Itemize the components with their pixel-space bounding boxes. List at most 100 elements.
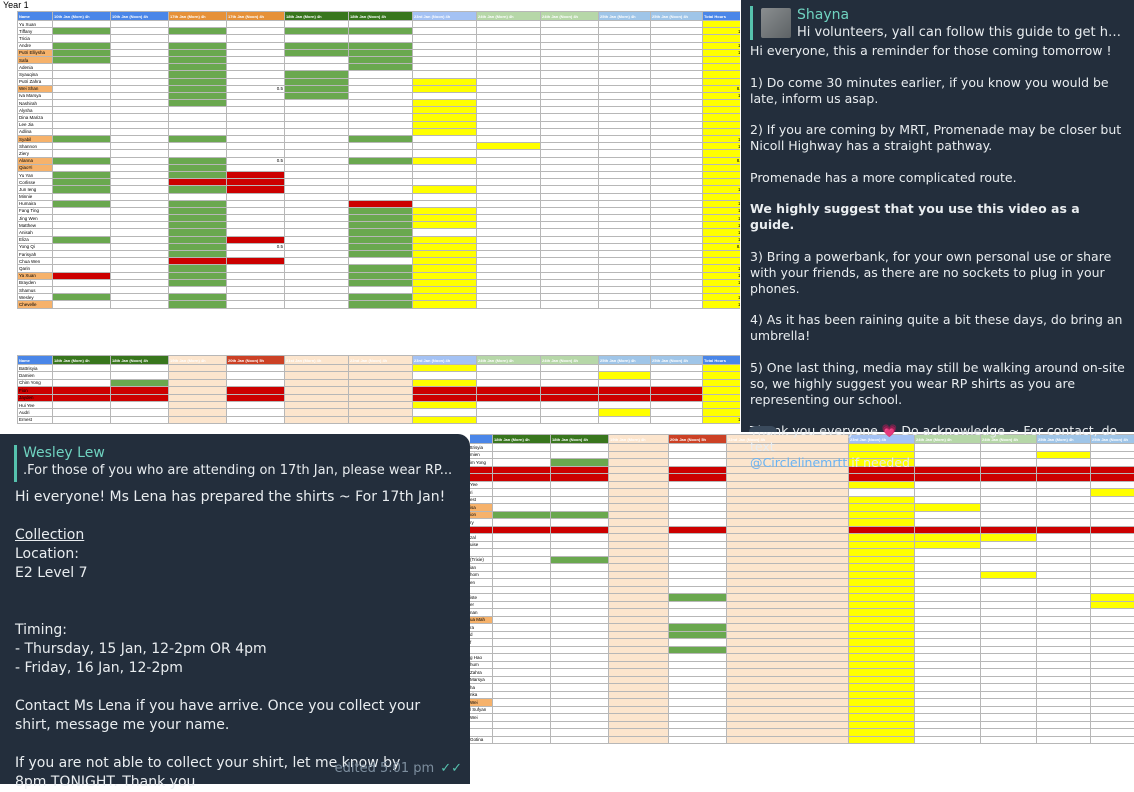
name-cell[interactable]: est bbox=[470, 496, 493, 504]
schedule-cell[interactable] bbox=[609, 451, 669, 459]
schedule-cell[interactable] bbox=[111, 365, 169, 372]
schedule-cell[interactable] bbox=[477, 379, 541, 386]
schedule-cell[interactable] bbox=[1037, 541, 1091, 549]
schedule-cell[interactable] bbox=[169, 409, 227, 416]
schedule-cell[interactable] bbox=[493, 556, 551, 564]
schedule-cell[interactable] bbox=[727, 601, 849, 609]
name-cell[interactable]: ua Mah bbox=[470, 616, 493, 624]
schedule-cell[interactable] bbox=[727, 534, 849, 542]
schedule-cell[interactable] bbox=[727, 571, 849, 579]
column-header[interactable]: 25th Jan (Morn) 4h bbox=[599, 12, 651, 21]
schedule-cell[interactable] bbox=[981, 594, 1037, 602]
schedule-cell[interactable] bbox=[349, 171, 413, 178]
schedule-cell[interactable] bbox=[477, 279, 541, 286]
schedule-cell[interactable] bbox=[227, 416, 285, 423]
schedule-cell[interactable] bbox=[169, 92, 227, 99]
schedule-cell[interactable] bbox=[1037, 646, 1091, 654]
name-cell[interactable]: Putri Zahra bbox=[18, 78, 53, 85]
schedule-cell[interactable] bbox=[651, 157, 703, 164]
schedule-cell[interactable] bbox=[111, 171, 169, 178]
schedule-cell[interactable] bbox=[285, 236, 349, 243]
schedule-cell[interactable] bbox=[981, 699, 1037, 707]
schedule-cell[interactable] bbox=[849, 519, 915, 527]
schedule-cell[interactable] bbox=[1091, 661, 1134, 669]
schedule-cell[interactable] bbox=[609, 556, 669, 564]
schedule-cell[interactable] bbox=[169, 265, 227, 272]
schedule-cell[interactable] bbox=[651, 164, 703, 171]
schedule-cell[interactable] bbox=[227, 64, 285, 71]
schedule-cell[interactable] bbox=[349, 258, 413, 265]
schedule-cell[interactable] bbox=[349, 186, 413, 193]
schedule-cell[interactable] bbox=[169, 164, 227, 171]
schedule-cell[interactable] bbox=[169, 114, 227, 121]
schedule-cell[interactable] bbox=[1037, 669, 1091, 677]
schedule-cell[interactable] bbox=[227, 200, 285, 207]
schedule-cell[interactable] bbox=[227, 179, 285, 186]
schedule-cell[interactable] bbox=[285, 157, 349, 164]
schedule-cell[interactable] bbox=[915, 699, 981, 707]
schedule-cell[interactable] bbox=[477, 64, 541, 71]
schedule-cell[interactable] bbox=[349, 164, 413, 171]
schedule-cell[interactable] bbox=[609, 609, 669, 617]
schedule-cell[interactable] bbox=[1091, 691, 1134, 699]
schedule-cell[interactable] bbox=[727, 676, 849, 684]
schedule-cell[interactable] bbox=[551, 519, 609, 527]
schedule-cell[interactable] bbox=[53, 258, 111, 265]
schedule-cell[interactable] bbox=[169, 78, 227, 85]
schedule-cell[interactable] bbox=[981, 504, 1037, 512]
schedule-cell[interactable] bbox=[849, 646, 915, 654]
name-cell[interactable]: ha bbox=[470, 684, 493, 692]
schedule-cell[interactable] bbox=[609, 534, 669, 542]
schedule-cell[interactable] bbox=[599, 301, 651, 308]
schedule-cell[interactable] bbox=[477, 401, 541, 408]
column-header[interactable]: Name bbox=[18, 356, 53, 365]
schedule-cell[interactable] bbox=[981, 511, 1037, 519]
schedule-cell[interactable] bbox=[349, 236, 413, 243]
column-header[interactable]: Total Hours bbox=[703, 356, 741, 365]
schedule-cell[interactable] bbox=[541, 215, 599, 222]
schedule-cell[interactable] bbox=[599, 85, 651, 92]
schedule-cell[interactable] bbox=[541, 21, 599, 28]
schedule-cell[interactable] bbox=[915, 646, 981, 654]
schedule-cell[interactable] bbox=[727, 511, 849, 519]
schedule-cell[interactable] bbox=[477, 35, 541, 42]
schedule-cell[interactable] bbox=[285, 49, 349, 56]
schedule-cell[interactable] bbox=[53, 107, 111, 114]
schedule-cell[interactable] bbox=[413, 64, 477, 71]
schedule-cell[interactable] bbox=[227, 215, 285, 222]
schedule-cell[interactable] bbox=[111, 49, 169, 56]
schedule-cell[interactable] bbox=[669, 721, 727, 729]
schedule-cell[interactable] bbox=[285, 143, 349, 150]
schedule-cell[interactable] bbox=[651, 265, 703, 272]
schedule-cell[interactable] bbox=[1037, 721, 1091, 729]
schedule-cell[interactable] bbox=[349, 49, 413, 56]
schedule-cell[interactable] bbox=[349, 207, 413, 214]
schedule-cell[interactable] bbox=[285, 150, 349, 157]
schedule-cell[interactable] bbox=[53, 401, 111, 408]
schedule-cell[interactable] bbox=[599, 387, 651, 394]
schedule-cell[interactable] bbox=[477, 143, 541, 150]
schedule-cell[interactable] bbox=[599, 200, 651, 207]
schedule-cell[interactable] bbox=[349, 279, 413, 286]
schedule-cell[interactable] bbox=[651, 78, 703, 85]
schedule-cell[interactable] bbox=[651, 301, 703, 308]
schedule-cell[interactable] bbox=[111, 186, 169, 193]
schedule-cell[interactable] bbox=[599, 409, 651, 416]
schedule-cell[interactable] bbox=[53, 193, 111, 200]
schedule-cell[interactable] bbox=[285, 286, 349, 293]
schedule-cell[interactable] bbox=[1037, 676, 1091, 684]
schedule-cell[interactable] bbox=[285, 85, 349, 92]
schedule-cell[interactable] bbox=[541, 128, 599, 135]
schedule-cell[interactable] bbox=[349, 401, 413, 408]
name-cell[interactable]: hum bbox=[470, 661, 493, 669]
schedule-cell[interactable] bbox=[53, 71, 111, 78]
schedule-cell[interactable] bbox=[551, 721, 609, 729]
schedule-cell[interactable] bbox=[169, 379, 227, 386]
schedule-cell[interactable] bbox=[849, 496, 915, 504]
schedule-cell[interactable] bbox=[669, 669, 727, 677]
schedule-cell[interactable] bbox=[477, 409, 541, 416]
schedule-cell[interactable] bbox=[349, 56, 413, 63]
schedule-cell[interactable] bbox=[981, 534, 1037, 542]
schedule-cell[interactable] bbox=[609, 541, 669, 549]
schedule-cell[interactable] bbox=[599, 164, 651, 171]
